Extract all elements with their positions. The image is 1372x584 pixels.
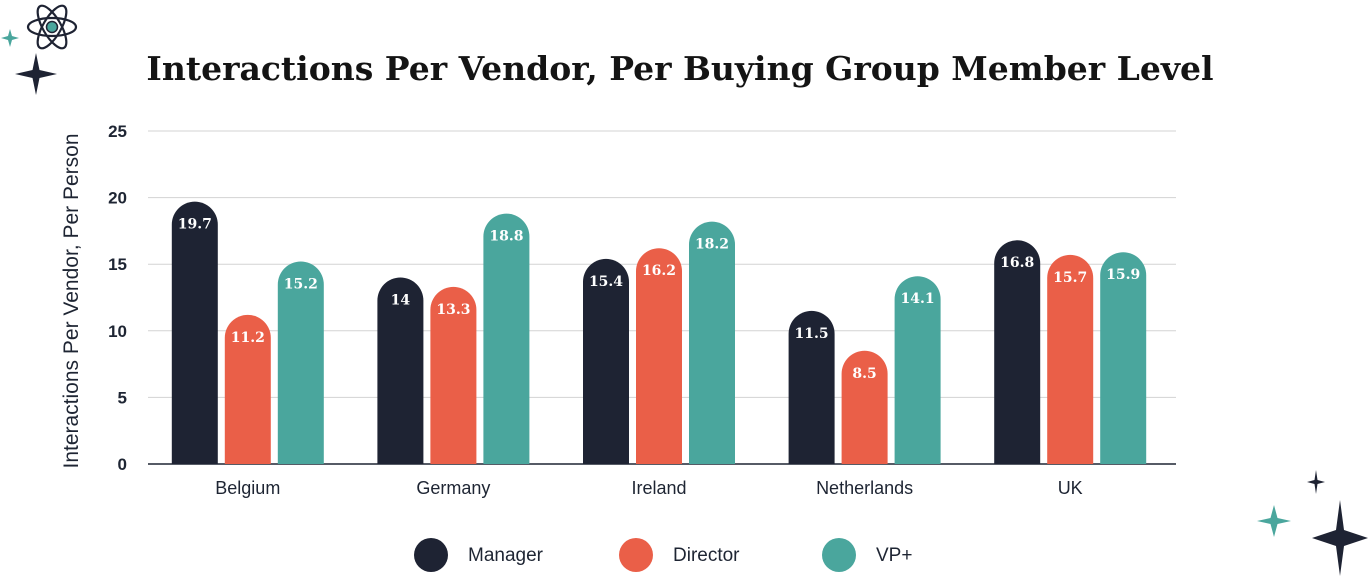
bar-value-label: 15.9 <box>1106 267 1140 283</box>
legend-label: VP+ <box>876 545 912 566</box>
chart-title: Interactions Per Vendor, Per Buying Grou… <box>146 49 1213 88</box>
atom-icon <box>26 4 78 50</box>
bar-director-germany <box>430 286 477 464</box>
bar-value-label: 18.2 <box>695 237 729 253</box>
y-tick-label: 20 <box>108 189 127 208</box>
bar-vp-germany <box>483 213 530 464</box>
bar-value-label: 16.2 <box>642 263 676 279</box>
legend-item: Director <box>619 538 740 572</box>
category-label: Belgium <box>215 478 280 498</box>
star-icon <box>1307 470 1325 494</box>
category-label: Ireland <box>631 478 686 498</box>
legend-swatch <box>619 538 653 572</box>
bar-manager-belgium <box>171 201 218 464</box>
sparkle-icon <box>1257 505 1291 537</box>
bar-manager-ireland <box>583 258 629 464</box>
category-label: UK <box>1058 478 1083 498</box>
bar-vp-belgium <box>277 261 324 464</box>
bar-value-label: 15.2 <box>284 277 318 293</box>
bar-value-label: 16.8 <box>1000 255 1034 271</box>
legend-item: Manager <box>414 538 544 572</box>
legend-label: Director <box>673 545 740 566</box>
bar-vp-ireland <box>689 221 735 464</box>
bar-value-label: 11.2 <box>231 330 265 346</box>
bar-director-belgium <box>224 314 271 464</box>
bar-vp-uk <box>1100 252 1147 464</box>
bar-manager-germany <box>377 277 424 464</box>
bar-value-label: 19.7 <box>178 217 212 233</box>
sparkle-icon <box>1 29 19 47</box>
bar-value-label: 8.5 <box>852 366 876 382</box>
bar-value-label: 13.3 <box>436 302 470 318</box>
bar-value-label: 14 <box>391 293 411 309</box>
y-tick-label: 15 <box>108 255 127 274</box>
bar-vp-netherlands <box>894 276 941 464</box>
bar-manager-uk <box>994 240 1041 464</box>
star-icon <box>1312 500 1368 576</box>
bar-director-netherlands <box>841 350 888 464</box>
star-icon <box>15 53 57 95</box>
legend-swatch <box>414 538 448 572</box>
bar-director-ireland <box>636 248 682 464</box>
bar-value-label: 18.8 <box>489 229 523 245</box>
y-tick-label: 0 <box>118 455 127 474</box>
y-tick-label: 5 <box>118 388 127 407</box>
bar-director-uk <box>1047 254 1094 464</box>
legend-item: VP+ <box>822 538 912 572</box>
y-tick-label: 25 <box>108 122 127 141</box>
bar-value-label: 14.1 <box>901 291 935 307</box>
bar-manager-netherlands <box>788 310 835 464</box>
bar-value-label: 15.7 <box>1053 270 1087 286</box>
category-label: Germany <box>416 478 490 498</box>
bar-value-label: 11.5 <box>795 326 829 342</box>
category-label: Netherlands <box>816 478 913 498</box>
y-tick-label: 10 <box>108 322 127 341</box>
bar-value-label: 15.4 <box>589 274 623 290</box>
legend-swatch <box>822 538 856 572</box>
y-axis-label: Interactions Per Vendor, Per Person <box>60 133 83 468</box>
legend-label: Manager <box>468 545 544 566</box>
